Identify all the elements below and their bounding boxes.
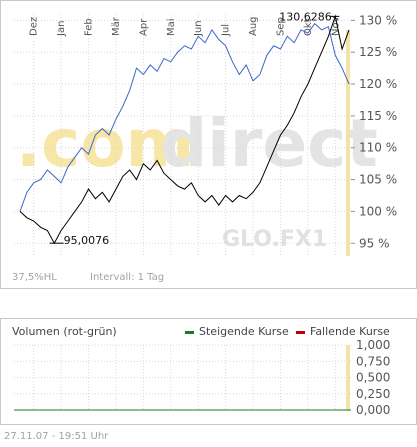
legend-label-rising: Steigende Kurse [199,325,289,338]
volume-title: Volumen (rot-grün) [12,325,117,338]
main-y-tick-labels: 95 % 100 % 105 % 110 % 115 % 120 % 125 % 130 % [359,13,397,250]
main-horizontal-grid [14,19,355,244]
series-line-blue [19,22,350,212]
legend-label-falling: Fallende Kurse [310,325,390,338]
month-label: Apr [138,18,149,36]
volume-vertical-grid [33,345,336,410]
legend-swatch-falling [296,331,305,334]
month-label: Jul [221,24,232,37]
annotation-max-label: 130,6286 [279,10,332,23]
month-label: Mai [166,18,177,36]
volume-y-tick-label: 0,500 [356,371,390,385]
series-line-black [19,14,350,245]
volume-y-tick-label: 0,000 [356,403,390,417]
month-label: Sep [275,17,286,36]
y-tick-label: 95 % [359,236,390,250]
volume-y-tick-label: 0,750 [356,354,390,368]
month-label: Jun [193,20,204,37]
y-tick-label: 105 % [359,173,397,187]
watermark-brand-right: direct [160,105,378,182]
month-label: Jan [56,21,67,37]
y-tick-label: 115 % [359,109,397,123]
y-tick-label: 120 % [359,77,397,91]
timestamp-label: 27.11.07 - 19:51 Uhr [4,431,109,442]
interval-label: Intervall: 1 Tag [90,272,164,283]
legend-swatch-rising [185,331,194,334]
month-label: Dez [29,17,40,36]
month-label: Feb [84,18,95,36]
volume-y-tick-labels: 0,000 0,250 0,500 0,750 1,000 [356,338,390,417]
annotation-min-label: 95,0076 [64,234,109,247]
y-tick-label: 125 % [359,45,397,59]
month-labels: Dez Jan Feb Mär Apr Mai Jun Jul Aug Sep Okt Nov [29,16,342,37]
ratio-label: 37,5%HL [12,272,57,283]
watermark-brand-left: .com [16,105,194,182]
price-highlight-bar [346,30,350,256]
month-label: Mär [111,16,122,36]
watermark-code: GLO.FX1 [222,227,327,252]
main-plot-area [14,14,351,256]
volume-highlight-bar [346,345,350,411]
y-tick-label: 130 % [359,13,397,27]
volume-y-tick-label: 0,250 [356,387,390,401]
month-label: Aug [248,16,259,36]
month-label: Nov [330,16,341,36]
month-label: Okt [303,18,314,36]
y-tick-label: 100 % [359,204,397,218]
volume-y-tick-label: 1,000 [356,338,390,352]
y-tick-label: 110 % [359,141,397,155]
